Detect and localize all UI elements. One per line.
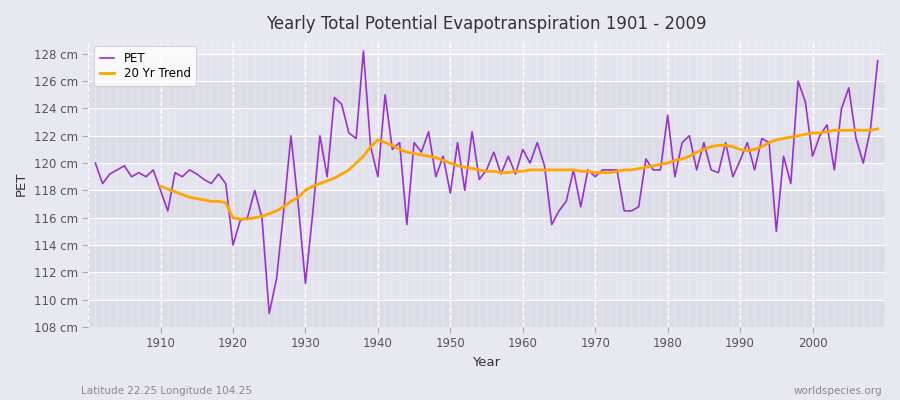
20 Yr Trend [590,170,600,175]
Line: 20 Yr Trend: 20 Yr Trend [160,129,878,219]
Legend: PET, 20 Yr Trend: PET, 20 Yr Trend [94,46,196,86]
PET [148,168,158,172]
Text: Latitude 22.25 Longitude 104.25: Latitude 22.25 Longitude 104.25 [81,386,252,396]
20 Yr Trend [329,176,340,180]
PET [264,311,274,316]
X-axis label: Year: Year [472,356,500,369]
20 Yr Trend [300,188,310,193]
Line: PET: PET [95,51,878,313]
Bar [88,163,885,190]
PET [619,208,630,213]
PET [525,161,535,166]
Y-axis label: PET: PET [15,171,28,196]
Title: Yearly Total Potential Evapotranspiration 1901 - 2009: Yearly Total Potential Evapotranspiratio… [266,15,706,33]
Bar [88,81,885,108]
PET [358,49,369,54]
20 Yr Trend [235,217,246,222]
PET [872,58,883,63]
20 Yr Trend [872,126,883,131]
20 Yr Trend [822,129,832,134]
PET [365,144,376,149]
Bar [88,190,885,218]
Bar [88,136,885,163]
Bar [88,245,885,272]
Bar [88,218,885,245]
Bar [88,300,885,327]
20 Yr Trend [843,128,854,133]
PET [532,140,543,145]
20 Yr Trend [155,184,166,189]
Bar [88,108,885,136]
Bar [88,272,885,300]
20 Yr Trend [532,168,543,172]
Text: worldspecies.org: worldspecies.org [794,386,882,396]
PET [90,161,101,166]
Bar [88,54,885,81]
PET [314,133,325,138]
